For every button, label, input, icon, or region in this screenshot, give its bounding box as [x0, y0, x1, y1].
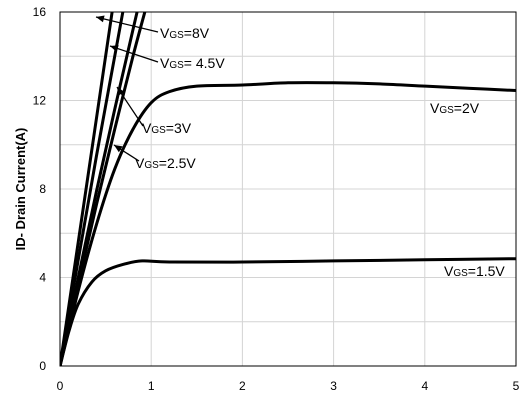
x-tick-label: 2	[239, 379, 246, 393]
arrow-head	[117, 87, 125, 96]
x-tick-label: 3	[330, 379, 337, 393]
x-tick-label: 0	[57, 379, 64, 393]
curve-vgs-1-5v	[60, 257, 516, 366]
vgs-annotation: VGS=2.5V	[135, 155, 196, 171]
curve-vgs-8v	[60, 12, 114, 366]
vgs-annotation: VGS=1.5V	[444, 263, 505, 279]
annotation-arrow-line	[95, 16, 159, 33]
grid-lines	[60, 12, 516, 366]
vgs-annotation: VGS=3V	[142, 120, 192, 136]
curve-vgs-2-5v	[60, 12, 147, 366]
y-axis-label: ID- Drain Current(A)	[13, 128, 28, 251]
x-tick-label: 4	[421, 379, 428, 393]
vgs-annotation: VGS=8V	[160, 25, 210, 41]
curve-vgs-2v	[60, 81, 516, 366]
annotation-arrows	[95, 15, 159, 162]
y-tick-label: 0	[39, 359, 46, 373]
curves	[60, 12, 516, 366]
vgs-annotation: VGS=2V	[430, 100, 480, 116]
arrow-head	[114, 145, 123, 153]
plot-frame	[59, 11, 517, 367]
annotation-arrow-line	[109, 45, 159, 63]
y-tick-label: 12	[33, 94, 47, 108]
y-tick-label: 4	[39, 271, 46, 285]
x-tick-label: 5	[513, 379, 520, 393]
x-tick-label: 1	[148, 379, 155, 393]
curve-vgs-3v	[60, 12, 139, 366]
y-tick-label: 8	[39, 182, 46, 196]
y-tick-label: 16	[33, 5, 47, 19]
arrow-head	[110, 45, 119, 52]
annotations: VGS=8V VGS= 4.5V VGS=3V VGS=2.5V VGS=2V VGS=1…	[135, 25, 505, 279]
arrow-head	[96, 15, 105, 23]
vgs-annotation: VGS= 4.5V	[160, 55, 225, 71]
